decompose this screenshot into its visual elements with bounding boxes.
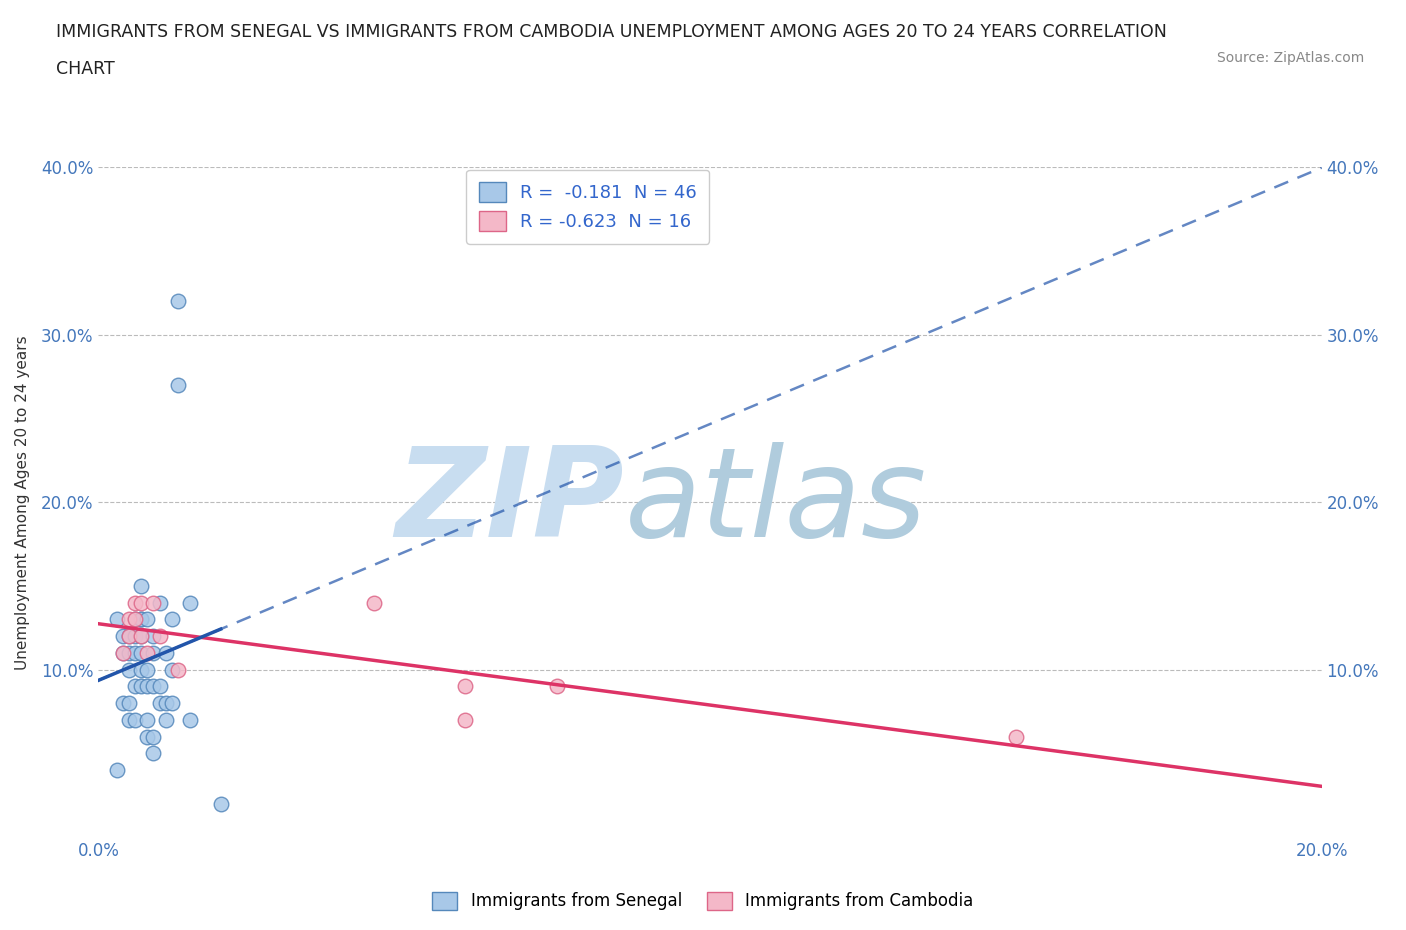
Point [149,679,172,694]
Point [111,629,134,644]
Point [111,696,134,711]
Point [124,612,146,627]
Point [136,612,159,627]
Point [124,595,146,610]
Point [136,679,159,694]
Point [118,629,141,644]
Point [136,645,159,660]
Point [118,629,141,644]
Point [118,645,141,660]
Text: atlas: atlas [624,442,927,563]
Legend: Immigrants from Senegal, Immigrants from Cambodia: Immigrants from Senegal, Immigrants from… [426,885,980,917]
Point [124,645,146,660]
Point [179,595,201,610]
Point [129,662,152,677]
Point [129,612,152,627]
Point [546,679,568,694]
Point [454,712,477,727]
Point [142,645,165,660]
Point [167,378,190,392]
Point [118,712,141,727]
Point [124,712,146,727]
Text: CHART: CHART [56,60,115,78]
Point [118,696,141,711]
Text: ZIP: ZIP [395,442,624,563]
Point [124,679,146,694]
Point [142,595,165,610]
Point [129,629,152,644]
Point [124,612,146,627]
Text: IMMIGRANTS FROM SENEGAL VS IMMIGRANTS FROM CAMBODIA UNEMPLOYMENT AMONG AGES 20 T: IMMIGRANTS FROM SENEGAL VS IMMIGRANTS FR… [56,23,1167,41]
Point [454,679,477,694]
Point [129,629,152,644]
Point [142,746,165,761]
Point [160,662,183,677]
Point [149,595,172,610]
Point [129,612,152,627]
Point [149,696,172,711]
Point [136,729,159,744]
Point [155,696,177,711]
Point [167,294,190,309]
Y-axis label: Unemployment Among Ages 20 to 24 years: Unemployment Among Ages 20 to 24 years [15,335,30,670]
Point [129,645,152,660]
Point [155,712,177,727]
Point [179,712,201,727]
Point [142,629,165,644]
Point [155,645,177,660]
Point [124,629,146,644]
Point [136,662,159,677]
Point [209,796,232,811]
Point [167,662,190,677]
Point [129,578,152,593]
Point [111,645,134,660]
Point [111,645,134,660]
Point [160,696,183,711]
Point [129,679,152,694]
Point [105,612,128,627]
Point [118,612,141,627]
Point [129,595,152,610]
Point [149,629,172,644]
Legend: R =  -0.181  N = 46, R = -0.623  N = 16: R = -0.181 N = 46, R = -0.623 N = 16 [465,170,710,244]
Point [105,763,128,777]
Point [160,612,183,627]
Point [1004,729,1026,744]
Point [142,729,165,744]
Point [142,679,165,694]
Text: Source: ZipAtlas.com: Source: ZipAtlas.com [1216,51,1364,65]
Point [136,712,159,727]
Point [118,662,141,677]
Point [363,595,385,610]
